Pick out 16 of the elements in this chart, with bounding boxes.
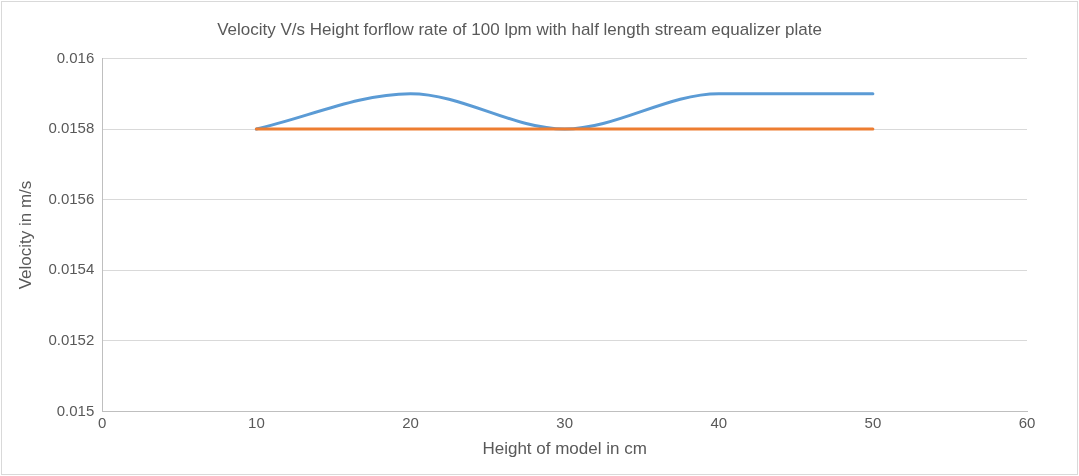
y-tick-label: 0.0156	[48, 189, 95, 207]
y-tick-label: 0.016	[56, 48, 95, 66]
x-tick-label: 50	[864, 413, 882, 431]
y-tick-label: 0.015	[56, 401, 95, 419]
x-tick-label: 30	[556, 413, 573, 431]
y-axis-title: Velocity in m/s	[15, 180, 35, 290]
x-tick-label: 40	[710, 413, 728, 431]
x-axis-title: Height of model in cm	[482, 439, 647, 459]
y-tick-label: 0.0158	[48, 119, 95, 137]
y-tick-label: 0.0154	[48, 260, 95, 278]
y-tick-label: 0.0152	[48, 331, 95, 349]
x-tick-label: 10	[248, 413, 265, 431]
x-tick-label: 60	[1018, 413, 1036, 431]
x-tick-label: 20	[402, 413, 419, 431]
chart-title: Velocity V/s Height forflow rate of 100 lpm with half length stream equalizer plate	[217, 19, 822, 39]
x-tick-label: 0	[98, 413, 107, 431]
